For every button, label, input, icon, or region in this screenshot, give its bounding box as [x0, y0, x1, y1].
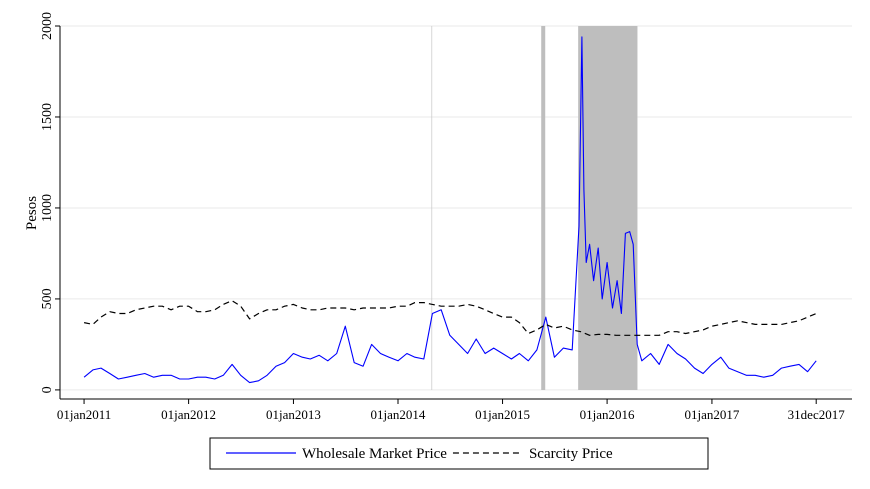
series-line [83, 300, 817, 336]
x-tick-label: 01jan2011 [57, 407, 111, 422]
x-tick-label: 01jan2012 [161, 407, 216, 422]
x-tick-label: 01jan2014 [371, 407, 426, 422]
y-tick-label: 500 [40, 288, 55, 309]
x-tick-label: 01jan2017 [684, 407, 739, 422]
series-line [83, 36, 817, 384]
legend-label: Wholesale Market Price [302, 446, 447, 462]
x-tick-label: 31dec2017 [788, 407, 846, 422]
y-axis-label: Pesos [24, 196, 40, 230]
y-tick-label: 2000 [40, 12, 55, 40]
shaded-period [431, 26, 433, 390]
shaded-period [578, 26, 638, 390]
x-tick-label: 01jan2013 [266, 407, 321, 422]
legend-label: Scarcity Price [529, 446, 613, 462]
y-tick-label: 1000 [40, 194, 55, 222]
shaded-period [541, 26, 546, 390]
x-tick-label: 01jan2015 [475, 407, 530, 422]
y-tick-label: 1500 [40, 103, 55, 131]
y-tick-label: 0 [40, 386, 55, 393]
x-tick-label: 01jan2016 [580, 407, 635, 422]
